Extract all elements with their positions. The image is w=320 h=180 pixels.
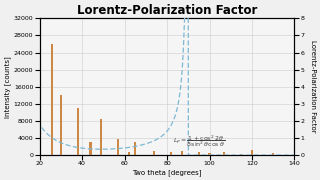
Bar: [223, 152, 225, 155]
Bar: [153, 151, 155, 155]
Title: Lorentz-Polarization Factor: Lorentz-Polarization Factor: [77, 4, 257, 17]
Bar: [90, 142, 92, 155]
Bar: [181, 151, 183, 155]
Bar: [240, 154, 243, 155]
Y-axis label: Intensity [counts]: Intensity [counts]: [4, 56, 11, 118]
Bar: [198, 152, 200, 155]
Bar: [208, 153, 211, 155]
Bar: [128, 152, 130, 155]
Bar: [60, 95, 62, 155]
Bar: [272, 153, 274, 155]
Bar: [134, 142, 136, 155]
X-axis label: Two theta [degrees]: Two theta [degrees]: [132, 169, 202, 176]
Y-axis label: Lorentz-Polarization Factor: Lorentz-Polarization Factor: [310, 40, 316, 133]
Bar: [100, 119, 102, 155]
Bar: [170, 152, 172, 155]
Bar: [51, 44, 53, 155]
Bar: [117, 139, 119, 155]
Bar: [77, 108, 79, 155]
Bar: [251, 150, 253, 155]
Text: $L_P = \dfrac{1 + \cos^2 2\theta}{8\sin^2\theta\cos\theta}$: $L_P = \dfrac{1 + \cos^2 2\theta}{8\sin^…: [173, 134, 225, 150]
